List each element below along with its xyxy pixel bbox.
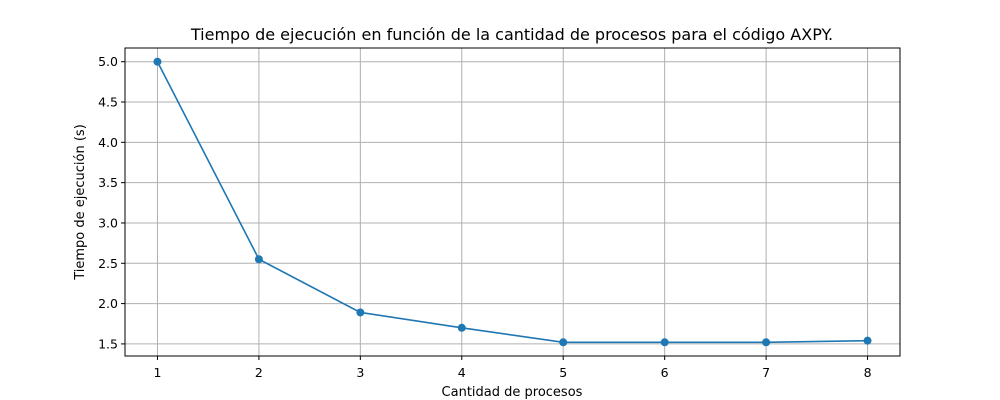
plot-frame: [124, 47, 901, 357]
data-point: [863, 336, 872, 345]
data-point: [762, 338, 771, 347]
x-tick-label: 3: [356, 365, 364, 380]
data-point: [457, 323, 466, 332]
y-tick-label: 4.0: [98, 135, 118, 150]
y-tick-label: 3.5: [98, 175, 118, 190]
x-tick-label: 4: [458, 365, 466, 380]
data-point: [356, 308, 365, 317]
x-tick-label: 8: [864, 365, 872, 380]
data-point: [153, 57, 162, 66]
y-tick-label: 2.5: [98, 256, 118, 271]
y-axis-label: Tiempo de ejecución (s): [73, 124, 88, 281]
x-tick-label: 1: [153, 365, 161, 380]
series-line: [156, 61, 868, 344]
grid: [125, 48, 900, 356]
x-axis-label: Cantidad de procesos: [442, 385, 583, 400]
y-tick-label: 3.0: [98, 215, 118, 230]
data-point: [660, 338, 669, 347]
x-tick-label: 7: [762, 365, 770, 380]
y-tick-label: 1.5: [98, 336, 118, 351]
data-point: [559, 338, 568, 347]
x-axis: 1 2 3 4 5 6 7 8: [153, 356, 872, 380]
data-point: [254, 255, 263, 264]
x-tick-label: 2: [255, 365, 263, 380]
y-tick-label: 4.5: [98, 95, 118, 110]
series-group: [153, 57, 872, 347]
y-axis: 1.5 2.0 2.5 3.0 3.5 4.0 4.5 5.0: [98, 54, 125, 351]
x-tick-label: 6: [661, 365, 669, 380]
y-tick-label: 2.0: [98, 296, 118, 311]
chart-title: Tiempo de ejecución en función de la can…: [190, 25, 833, 44]
y-tick-label: 5.0: [98, 54, 118, 69]
x-tick-label: 5: [559, 365, 567, 380]
